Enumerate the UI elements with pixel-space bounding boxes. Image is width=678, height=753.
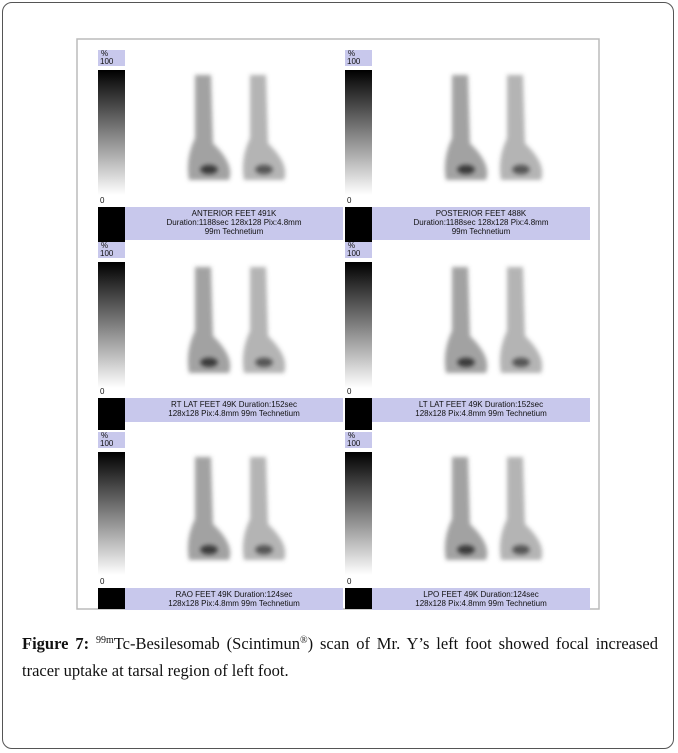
isotope-sup: 99m	[96, 635, 114, 646]
uptake	[512, 165, 530, 175]
colorbar	[345, 70, 372, 195]
panel-caption: Duration:1188sec 128x128 Pix:4.8mm	[413, 218, 548, 227]
colorbar-zero-box	[345, 398, 372, 430]
uptake	[200, 545, 218, 555]
panel-caption: 128x128 Pix:4.8mm 99m Technetium	[168, 409, 300, 418]
min-label: 0	[100, 387, 105, 396]
max-label: 100	[100, 249, 114, 258]
uptake	[512, 545, 530, 555]
uptake	[200, 357, 218, 367]
panel-caption: RT LAT FEET 49K Duration:152sec	[171, 400, 297, 409]
panel-caption: 128x128 Pix:4.8mm 99m Technetium	[168, 599, 300, 608]
colorbar-zero-box	[98, 588, 125, 609]
uptake	[457, 165, 475, 175]
max-label: 100	[347, 57, 361, 66]
caption-text: Tc-Besilesomab (Scintimun	[114, 634, 300, 653]
colorbar-zero-box	[345, 588, 372, 609]
min-label: 0	[100, 577, 105, 586]
panel-caption: 128x128 Pix:4.8mm 99m Technetium	[415, 599, 547, 608]
panel-caption: LT LAT FEET 49K Duration:152sec	[419, 400, 543, 409]
max-label: 100	[100, 439, 114, 448]
colorbar-zero-box	[345, 207, 372, 242]
max-label: 100	[347, 439, 361, 448]
colorbar	[98, 262, 125, 388]
panel-caption: 128x128 Pix:4.8mm 99m Technetium	[415, 409, 547, 418]
max-label: 100	[100, 57, 114, 66]
colorbar	[98, 452, 125, 575]
uptake	[255, 165, 273, 175]
min-label: 0	[347, 387, 352, 396]
uptake	[457, 545, 475, 555]
min-label: 0	[347, 196, 352, 205]
panel-caption: Duration:1188sec 128x128 Pix:4.8mm	[166, 218, 301, 227]
caption-label: Figure 7:	[22, 634, 89, 653]
uptake	[200, 165, 218, 175]
colorbar-zero-box	[98, 398, 125, 430]
panel-caption: POSTERIOR FEET 488K	[436, 209, 527, 218]
uptake	[255, 545, 273, 555]
min-label: 0	[347, 577, 352, 586]
registered-sup: ®	[300, 635, 308, 646]
panel-caption: LPO FEET 49K Duration:124sec	[423, 590, 538, 599]
colorbar	[98, 70, 125, 195]
colorbar	[345, 262, 372, 388]
uptake	[457, 357, 475, 367]
figure-caption: Figure 7: 99mTc-Besilesomab (Scintimun®)…	[22, 630, 658, 684]
uptake	[255, 357, 273, 367]
uptake	[512, 357, 530, 367]
colorbar	[345, 452, 372, 575]
panel-caption: 99m Technetium	[205, 227, 264, 236]
panel-caption: 99m Technetium	[452, 227, 511, 236]
panel-caption: RAO FEET 49K Duration:124sec	[176, 590, 293, 599]
panel-caption: ANTERIOR FEET 491K	[192, 209, 277, 218]
max-label: 100	[347, 249, 361, 258]
min-label: 0	[100, 196, 105, 205]
colorbar-zero-box	[98, 207, 125, 242]
